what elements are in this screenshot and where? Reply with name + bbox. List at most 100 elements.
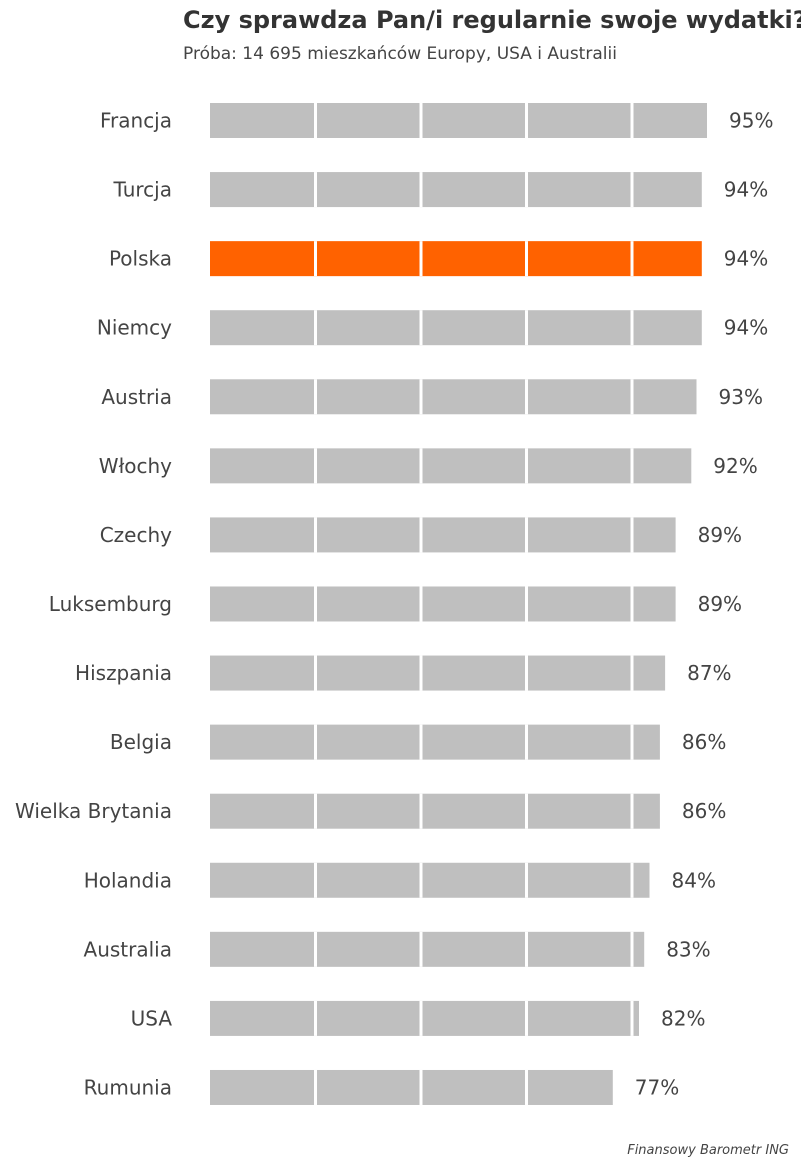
bar xyxy=(210,655,666,691)
bar-segment-divider xyxy=(525,379,528,415)
bar xyxy=(210,862,650,898)
category-label: Turcja xyxy=(113,178,172,202)
bar-segment-divider xyxy=(525,724,528,760)
value-label: 93% xyxy=(719,385,763,409)
bar-segment-divider xyxy=(525,931,528,967)
value-label: 92% xyxy=(713,454,757,478)
bar-row-1: Turcja 94% xyxy=(113,172,768,208)
bar-segment-divider xyxy=(314,241,317,277)
value-label: 87% xyxy=(687,661,731,685)
bar-segment-divider xyxy=(630,1000,634,1036)
bar-segment-divider xyxy=(525,172,528,208)
bar-row-12: Australia 83% xyxy=(84,931,711,967)
bar-segment-divider xyxy=(630,310,634,346)
bar-segment-divider xyxy=(525,655,528,691)
bar xyxy=(210,1069,613,1105)
bar-segment-divider xyxy=(525,793,528,829)
bar-segment-divider xyxy=(630,655,634,691)
bar-segment-divider xyxy=(314,793,317,829)
bar-segment-divider xyxy=(314,379,317,415)
bar-segment-divider xyxy=(314,517,317,553)
category-label: Niemcy xyxy=(97,316,172,340)
bar-segment-divider xyxy=(419,379,423,415)
bar-segment-divider xyxy=(419,931,423,967)
bar xyxy=(210,310,702,346)
bar-segment-divider xyxy=(525,1069,528,1105)
bar-row-5: Włochy 92% xyxy=(99,448,758,484)
category-label: Wielka Brytania xyxy=(15,799,172,823)
bar-segment-divider xyxy=(525,310,528,346)
bar-segment-divider xyxy=(525,517,528,553)
bar-segment-divider xyxy=(419,448,423,484)
bar-segment-divider xyxy=(314,1069,317,1105)
value-label: 89% xyxy=(698,592,742,616)
category-label: Hiszpania xyxy=(75,661,172,685)
bar-row-0: Francja 95% xyxy=(100,103,773,138)
bar-row-7: Luksemburg 89% xyxy=(49,586,742,622)
bar xyxy=(210,172,702,208)
category-label: Polska xyxy=(109,247,172,271)
bar-segment-divider xyxy=(419,241,423,277)
category-label: Holandia xyxy=(84,868,172,892)
bar xyxy=(210,793,660,829)
bar-segment-divider xyxy=(314,172,317,208)
bar-segment-divider xyxy=(630,793,634,829)
chart-subtitle: Próba: 14 695 mieszkańców Europy, USA i … xyxy=(183,44,617,64)
bar-segment-divider xyxy=(630,241,634,277)
bar-segment-divider xyxy=(525,448,528,484)
bar-segment-divider xyxy=(314,586,317,622)
value-label: 89% xyxy=(698,523,742,547)
bar-segment-divider xyxy=(314,103,317,138)
value-label: 94% xyxy=(724,316,768,340)
value-label: 77% xyxy=(635,1075,679,1099)
bar-segment-divider xyxy=(525,586,528,622)
bar-segment-divider xyxy=(525,1000,528,1036)
bar xyxy=(210,931,645,967)
bar-row-9: Belgia 86% xyxy=(110,724,726,760)
bar xyxy=(210,724,660,760)
bar-segment-divider xyxy=(630,103,634,138)
bar-segment-divider xyxy=(525,241,528,277)
bar-segment-divider xyxy=(419,172,423,208)
bar xyxy=(210,1000,639,1036)
category-label: Belgia xyxy=(110,730,172,754)
bar-chart: Francja 95% Turcja 94% Polska 94% Niemcy 94% Aus… xyxy=(15,103,773,1105)
bar-segment-divider xyxy=(525,862,528,898)
category-label: Australia xyxy=(84,937,172,961)
bar-segment-divider xyxy=(630,379,634,415)
bar-segment-divider xyxy=(419,724,423,760)
bar-segment-divider xyxy=(630,172,634,208)
category-label: Luksemburg xyxy=(49,592,172,616)
bar-segment-divider xyxy=(419,103,423,138)
category-label: Austria xyxy=(101,385,172,409)
bar xyxy=(210,379,697,415)
bar-row-3: Niemcy 94% xyxy=(97,310,768,346)
bar-row-4: Austria 93% xyxy=(101,379,763,415)
source-note: Finansowy Barometr ING xyxy=(627,1143,789,1158)
bar-segment-divider xyxy=(314,724,317,760)
value-label: 84% xyxy=(672,868,716,892)
category-label: Rumunia xyxy=(84,1075,172,1099)
value-label: 86% xyxy=(682,730,726,754)
bar-row-6: Czechy 89% xyxy=(100,517,742,553)
category-label: USA xyxy=(131,1006,173,1030)
bar-segment-divider xyxy=(314,448,317,484)
bar xyxy=(210,103,707,138)
bar xyxy=(210,586,676,622)
bar-row-2: Polska 94% xyxy=(109,241,768,277)
chart-title: Czy sprawdza Pan/i regularnie swoje wyda… xyxy=(183,6,801,34)
bar-row-14: Rumunia 77% xyxy=(84,1069,679,1105)
bar-segment-divider xyxy=(630,586,634,622)
bar-segment-divider xyxy=(314,655,317,691)
bar-segment-divider xyxy=(419,310,423,346)
bar-segment-divider xyxy=(314,931,317,967)
value-label: 83% xyxy=(666,937,710,961)
bar-segment-divider xyxy=(419,655,423,691)
bar-segment-divider xyxy=(630,517,634,553)
bar-segment-divider xyxy=(419,586,423,622)
category-label: Francja xyxy=(100,109,172,133)
bar-segment-divider xyxy=(419,517,423,553)
value-label: 82% xyxy=(661,1006,705,1030)
bar-row-13: USA 82% xyxy=(131,1000,705,1036)
value-label: 86% xyxy=(682,799,726,823)
